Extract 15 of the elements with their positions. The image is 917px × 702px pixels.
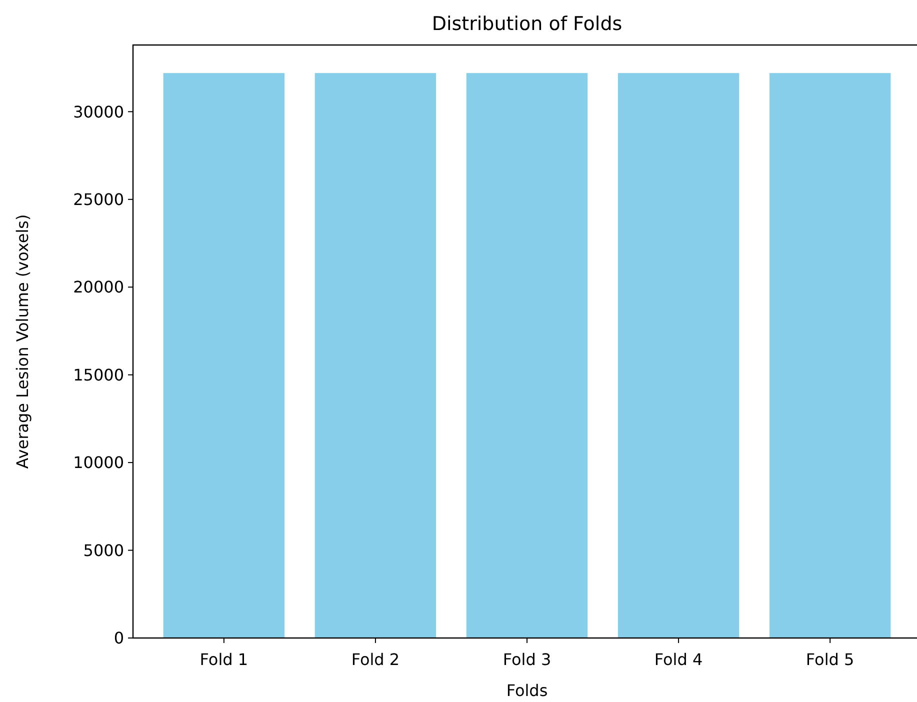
y-tick-label: 20000 (73, 278, 124, 297)
y-tick-label: 0 (114, 628, 124, 648)
x-tick-label: Fold 1 (200, 650, 248, 669)
x-tick-label: Fold 5 (806, 650, 854, 669)
y-tick-label: 10000 (73, 453, 124, 472)
x-tick-label: Fold 4 (654, 650, 703, 669)
y-tick-label: 5000 (83, 540, 124, 560)
x-axis-title: Folds (506, 681, 548, 700)
x-tick-label: Fold 3 (502, 650, 552, 669)
y-tick-label: 15000 (73, 365, 124, 384)
y-tick-label: 25000 (73, 190, 124, 209)
y-axis-title: Average Lesion Volume (voxels) (13, 214, 32, 469)
x-tick-label: Fold 2 (351, 650, 400, 669)
chart-title: Distribution of Folds (432, 13, 622, 35)
y-tick-label: 30000 (73, 102, 124, 122)
